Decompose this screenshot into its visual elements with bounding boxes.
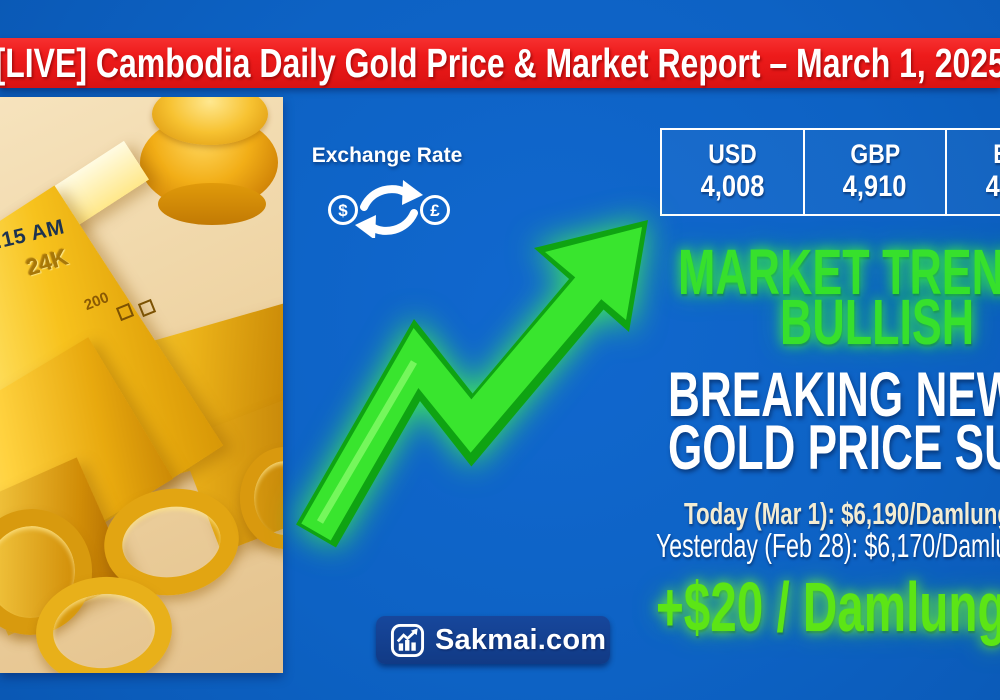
live-banner: [LIVE] Cambodia Daily Gold Price & Marke… <box>0 38 1000 88</box>
dollar-circle-icon <box>328 195 358 225</box>
currency-code: USD <box>708 138 757 169</box>
gold-bowl-base <box>158 183 266 225</box>
currency-value: 4,008 <box>700 169 765 203</box>
chart-icon <box>390 623 425 657</box>
bullish-trend-arrow-icon <box>296 220 648 548</box>
rate-cell-eur: EUR 4,810 <box>945 130 1000 214</box>
brand-name: Sakmai.com <box>435 623 607 656</box>
gold-bowl-lid <box>152 97 268 145</box>
gold-bars-photo: 24K 200 :15 AM <box>0 97 283 673</box>
currency-swap-icon: $ £ <box>328 180 450 238</box>
breaking-news-headline: BREAKING NEWS: <box>668 360 1000 430</box>
rate-cell-gbp: GBP 4,910 <box>802 130 946 214</box>
svg-text:$: $ <box>338 201 348 220</box>
svg-text:£: £ <box>430 201 440 220</box>
rates-table: USD 4,008 GBP 4,910 EUR 4,810 <box>660 128 1000 216</box>
exchange-rate-label: Exchange Rate <box>311 144 463 167</box>
today-price-text: Today (Mar 1): $6,190/Damlung <box>684 496 1000 531</box>
gold-price-surges-headline: GOLD PRICE SURGES <box>668 413 1000 483</box>
currency-code: GBP <box>850 138 900 169</box>
sakmai-brand-badge: Sakmai.com <box>376 616 610 664</box>
bar-hallmark <box>137 298 157 318</box>
rate-cell-usd: USD 4,008 <box>662 130 803 214</box>
currency-value: 4,910 <box>843 169 907 203</box>
bullish-headline: BULLISH <box>780 286 975 358</box>
currency-value: 4,810 <box>985 169 1000 203</box>
yesterday-price-text: Yesterday (Feb 28): $6,170/Damlung <box>656 527 1000 564</box>
pound-circle-icon <box>420 195 450 225</box>
market-trend-headline: MARKET TREND: <box>678 236 1000 308</box>
currency-code: EUR <box>993 139 1000 170</box>
live-banner-title: [LIVE] Cambodia Daily Gold Price & Marke… <box>0 39 1000 86</box>
price-change-text: +$20 / Damlung <box>656 568 1000 646</box>
